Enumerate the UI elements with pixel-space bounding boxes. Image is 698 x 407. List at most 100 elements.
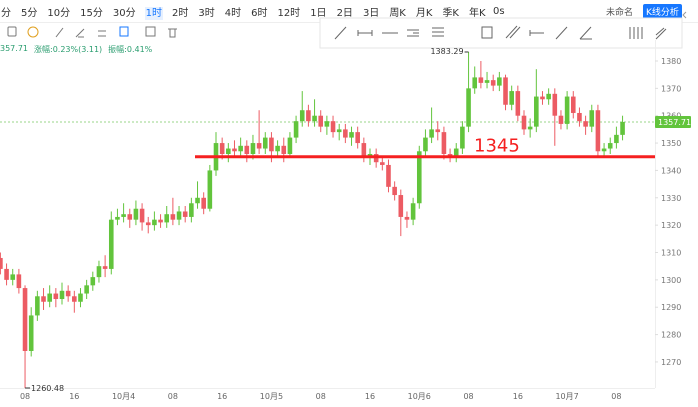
layout-name[interactable]: 未命名 <box>606 7 634 18</box>
candle-body <box>176 211 182 220</box>
candle-body <box>108 219 114 269</box>
candle-body <box>201 197 206 209</box>
candle-body <box>238 145 243 152</box>
period-tab[interactable]: 分 <box>1 7 11 19</box>
candle-body <box>589 110 595 127</box>
amplitude: 振幅:0.41% <box>108 45 153 54</box>
candle-body <box>527 126 533 130</box>
level-label: 1345 <box>474 136 520 157</box>
candle-body <box>4 268 9 280</box>
x-tick-label: 16 <box>365 392 375 401</box>
period-tab[interactable]: 12时 <box>277 7 301 19</box>
candle-body <box>386 164 391 187</box>
period-list: 分 5分 10分 15分 30分 1时 2时 3时 4时 6时 12时 1日 2日 3日 周K 月K 季K 年K <box>0 4 495 20</box>
timer[interactable]: 0s <box>493 5 505 17</box>
candle-body <box>244 145 250 155</box>
period-tab[interactable]: 1时 <box>144 6 163 20</box>
candle-body <box>564 96 570 124</box>
candle-body <box>182 211 188 217</box>
candle-body <box>41 296 46 302</box>
candle-body <box>558 115 564 124</box>
candle-body <box>256 143 262 149</box>
period-tab[interactable]: 1日 <box>310 7 327 19</box>
x-tick-label: 16 <box>69 392 79 401</box>
candle-body <box>552 93 558 116</box>
candle-body <box>614 134 619 144</box>
candle-body <box>35 296 40 316</box>
candle-body <box>423 137 428 152</box>
period-tab[interactable]: 15分 <box>80 7 103 19</box>
candle-body <box>0 257 3 269</box>
candle-body <box>269 137 274 152</box>
candle-body <box>16 274 22 289</box>
candle-body <box>250 143 256 155</box>
y-tick-label: 1320 <box>661 221 681 230</box>
candle-body <box>232 148 237 152</box>
period-tab[interactable]: 3时 <box>198 7 215 19</box>
change: 涨幅:0.23%(3.11) <box>34 45 103 54</box>
period-tab[interactable]: 3日 <box>362 7 380 19</box>
tool-icons <box>7 26 177 38</box>
candle-body <box>361 143 367 157</box>
candle-body <box>497 77 502 86</box>
candle-body <box>293 121 299 138</box>
candle-body <box>429 129 434 138</box>
candle-body <box>115 216 120 220</box>
candle-body <box>460 126 465 149</box>
candle-body <box>416 151 422 204</box>
candle-body <box>262 137 268 149</box>
price-tag-bg <box>655 115 691 128</box>
period-tab[interactable]: 5分 <box>21 7 38 19</box>
toolbar: 分 5分 10分 15分 30分 1时 2时 3时 4时 6时 12时 1日 2日 3日 周K 月K 季K 年K … <box>0 0 698 22</box>
candle-body <box>53 293 59 300</box>
candle-body <box>546 93 551 100</box>
candle-body <box>607 143 613 149</box>
candle-body <box>595 110 601 152</box>
x-tick-label: 08 <box>463 392 473 401</box>
candle-body <box>72 296 77 302</box>
candle-body <box>287 137 293 155</box>
candle-body <box>336 129 342 133</box>
x-tick-label: 08 <box>20 392 30 401</box>
candle-body <box>22 288 28 351</box>
period-tab[interactable]: 周K <box>389 7 406 19</box>
period-tab[interactable]: 季K <box>442 7 459 19</box>
candle-body <box>478 77 484 83</box>
collapse-icon[interactable] <box>682 11 687 19</box>
period-tab[interactable]: 6时 <box>251 7 268 19</box>
candle-body <box>152 219 157 226</box>
candle-body <box>102 266 108 269</box>
candle-body <box>158 219 163 223</box>
y-tick-label: 1350 <box>661 139 681 148</box>
candle-body <box>472 77 478 89</box>
candle-body <box>145 222 151 226</box>
candle-body <box>195 197 200 204</box>
period-tab[interactable]: 4时 <box>224 7 242 19</box>
candle-body <box>410 203 416 220</box>
y-tick-label: 1280 <box>661 331 681 340</box>
candle-body <box>312 115 317 122</box>
candle-body <box>583 121 588 127</box>
period-tab[interactable]: 10分 <box>47 7 71 19</box>
period-tab[interactable]: 月K <box>415 7 433 19</box>
candle-body <box>349 132 354 138</box>
period-tab[interactable]: 2日 <box>336 7 353 19</box>
candle-body <box>127 214 133 220</box>
candle-body <box>404 216 410 220</box>
y-tick-label: 1340 <box>661 166 681 175</box>
candle-body <box>84 285 89 294</box>
candle-body <box>281 145 287 155</box>
y-tick-label: 1370 <box>661 84 681 93</box>
x-tick-label: 08 <box>316 392 326 401</box>
period-tab[interactable]: 30分 <box>112 7 136 19</box>
period-tab[interactable]: 年K <box>469 7 486 19</box>
candle-body <box>343 129 348 138</box>
candle-body <box>534 96 539 127</box>
candle-body <box>164 214 170 223</box>
period-tab[interactable]: 2时 <box>171 7 189 19</box>
analysis-button[interactable]: K线分析 <box>643 4 682 19</box>
candle-body <box>503 77 508 105</box>
candle-body <box>28 315 34 351</box>
